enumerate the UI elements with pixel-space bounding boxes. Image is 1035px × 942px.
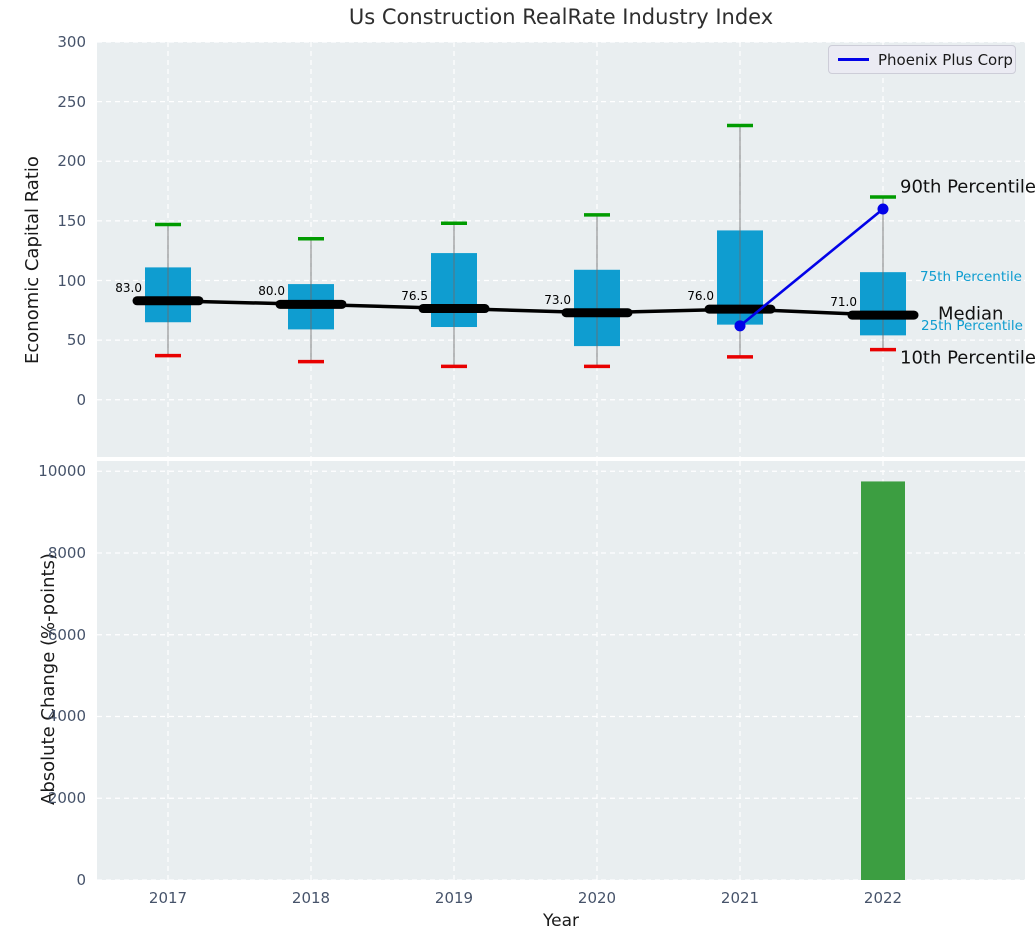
x-tick-label: 2018: [291, 889, 331, 907]
median-trend-line: [167, 299, 884, 317]
x-tick-label: 2019: [434, 889, 474, 907]
median-value-label: 76.5: [401, 288, 428, 303]
median-value-label: 76.0: [687, 289, 714, 304]
median-value-label: 80.0: [258, 284, 285, 299]
y-tick-label-top: 300: [57, 33, 86, 51]
y-tick-label-top: 250: [57, 92, 86, 111]
legend: Phoenix Plus Corp: [828, 45, 1016, 74]
y-tick-label-top: 0: [76, 390, 86, 409]
y-tick-label-bottom: 10000: [38, 462, 86, 481]
legend-line-sample-icon: [838, 58, 869, 61]
annotation-75th-percentile: 75th Percentile: [920, 269, 1022, 285]
company-line: [739, 207, 884, 327]
x-tick-label: 2017: [148, 889, 188, 907]
annotation-median: Median: [938, 303, 1004, 325]
box-plot-canvas: [97, 42, 1025, 457]
annotation-90th-percentile: 90th Percentile: [900, 176, 1035, 198]
bar-plot-area: [97, 461, 1025, 880]
annotation-10th-percentile: 10th Percentile: [900, 347, 1035, 369]
y-tick-label-bottom: 2000: [47, 789, 86, 808]
median-value-label: 73.0: [544, 292, 571, 307]
x-axis-label: Year: [543, 911, 579, 931]
x-tick-label: 2020: [577, 889, 617, 907]
change-bar: [861, 481, 905, 880]
company-point: [734, 320, 746, 332]
y-tick-label-bottom: 0: [76, 871, 86, 889]
y-axis-label-bottom: Absolute Change (%-points): [38, 553, 59, 805]
y-tick-label-top: 50: [66, 331, 86, 350]
y-tick-label-top: 150: [57, 211, 86, 230]
annotation-25th-percentile: 25th Percentile: [921, 318, 1023, 334]
company-point: [877, 203, 889, 215]
y-tick-label-bottom: 4000: [47, 707, 86, 726]
median-value-label: 83.0: [115, 280, 142, 295]
legend-label: Phoenix Plus Corp: [878, 50, 1013, 69]
y-tick-label-bottom: 8000: [47, 543, 86, 562]
y-tick-label-bottom: 6000: [47, 625, 86, 644]
x-tick-label: 2021: [720, 889, 760, 907]
x-tick-label: 2022: [863, 889, 903, 907]
chart-title: Us Construction RealRate Industry Index: [348, 5, 774, 29]
box-plot-area: [97, 42, 1025, 457]
y-tick-label-top: 200: [57, 152, 86, 171]
y-tick-label-top: 100: [57, 271, 86, 290]
bar-plot-canvas: [97, 461, 1025, 880]
median-value-label: 71.0: [830, 295, 857, 310]
